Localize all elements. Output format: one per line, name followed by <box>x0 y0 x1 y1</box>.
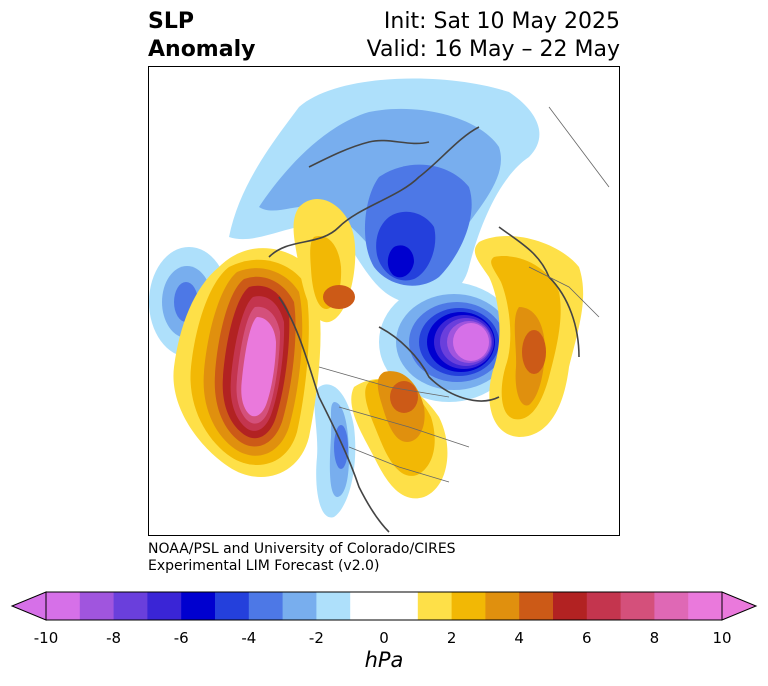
colorbar-segment <box>181 592 216 620</box>
title-line-1: SLP <box>148 9 194 34</box>
colorbar-tick-label: -6 <box>173 629 189 647</box>
chart-title: SLP Anomaly <box>148 8 255 64</box>
colorbar-segment <box>688 592 723 620</box>
colorbar-segment <box>586 592 622 620</box>
forecast-dates: Init: Sat 10 May 2025 Valid: 16 May – 22… <box>367 8 620 64</box>
slp-anomaly-map <box>148 66 620 536</box>
pos-anomaly-asia-core <box>390 381 418 413</box>
colorbar-segment <box>79 592 115 620</box>
title-line-2: Anomaly <box>148 37 256 62</box>
borders <box>318 106 610 483</box>
colorbar-segment <box>147 592 182 620</box>
colorbar-segment <box>282 592 317 620</box>
colorbar-segment <box>417 592 453 620</box>
pos-anomaly-pacific-high-core <box>241 317 276 417</box>
colorbar-tick-label: 10 <box>712 629 732 647</box>
colorbar <box>10 591 758 621</box>
neg-anomaly-polar-core <box>387 245 414 278</box>
credit-text: NOAA/PSL and University of Colorado/CIRE… <box>148 541 456 575</box>
colorbar-tick-label: -2 <box>308 629 324 647</box>
map-svg <box>149 78 610 533</box>
colorbar-outline <box>45 591 723 621</box>
credit-line-2: Experimental LIM Forecast (v2.0) <box>148 558 380 574</box>
colorbar-tick-label: -10 <box>33 629 59 647</box>
pos-anomaly-europe-core <box>522 330 546 374</box>
colorbar-tick-label: 6 <box>582 629 592 647</box>
colorbar-tick-label: 8 <box>649 629 660 647</box>
colorbar-segment <box>350 592 385 620</box>
neg-anomaly-atlantic-core <box>453 323 489 361</box>
valid-range: Valid: 16 May – 22 May <box>366 37 620 62</box>
colorbar-segments <box>46 592 723 620</box>
credit-line-1: NOAA/PSL and University of Colorado/CIRE… <box>148 541 456 557</box>
colorbar-segment <box>519 592 554 620</box>
colorbar-segment <box>46 592 81 620</box>
colorbar-segment <box>113 592 148 620</box>
colorbar-tick-label: 0 <box>379 629 389 647</box>
colorbar-segment <box>620 592 655 620</box>
colorbar-segment <box>316 592 351 620</box>
colorbar-segment <box>215 592 250 620</box>
colorbar-tick-label: 4 <box>514 629 524 647</box>
colorbar-segment <box>553 592 588 620</box>
colorbar-segment <box>248 592 284 620</box>
colorbar-tick-label: -8 <box>106 629 122 647</box>
colorbar-under-arrow <box>10 591 47 621</box>
colorbar-tick-label: 2 <box>446 629 457 647</box>
pos-anomaly-canada-core <box>323 285 355 309</box>
colorbar-segment <box>451 592 486 620</box>
init-date: Init: Sat 10 May 2025 <box>383 9 620 34</box>
colorbar-segment <box>384 592 419 620</box>
colorbar-over-arrow <box>721 591 758 621</box>
colorbar-unit: hPa <box>364 648 404 672</box>
colorbar-tick-label: -4 <box>241 629 257 647</box>
colorbar-segment <box>654 592 689 620</box>
colorbar-segment <box>485 592 520 620</box>
